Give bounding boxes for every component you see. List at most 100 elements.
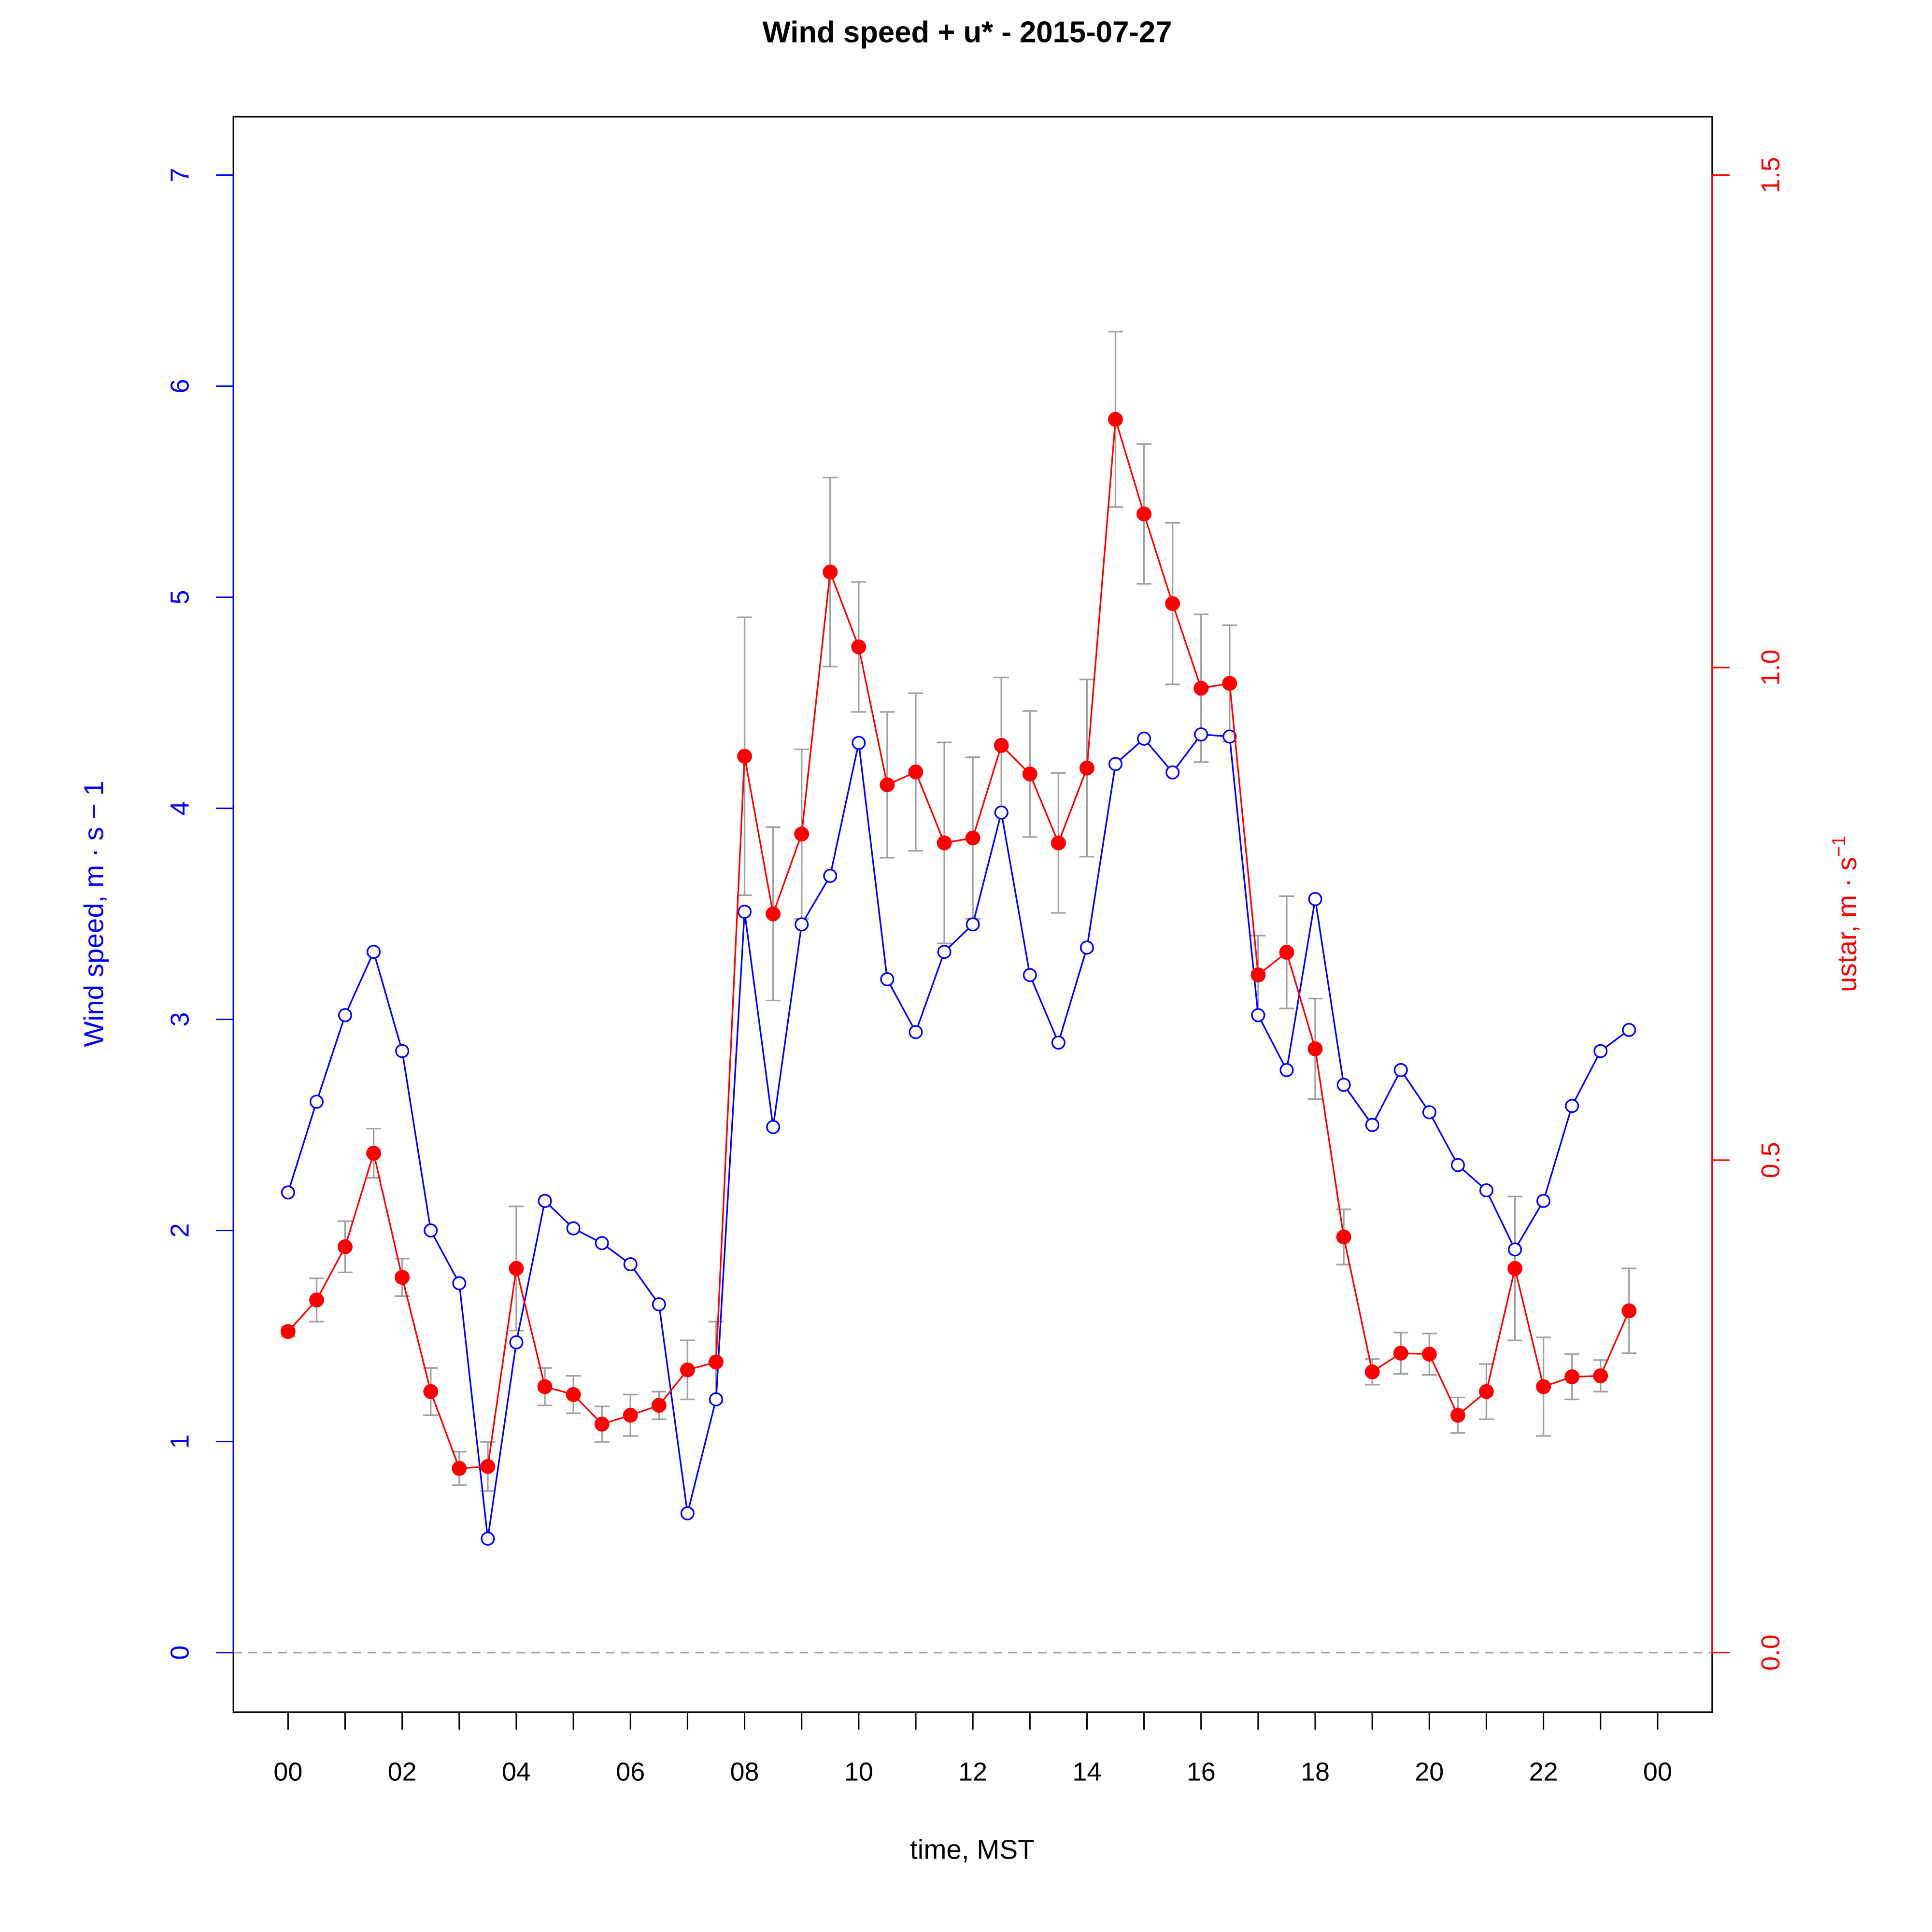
wind-speed-point — [1365, 1118, 1379, 1132]
x-tick-label: 20 — [1415, 1757, 1444, 1786]
wind-speed-point — [994, 805, 1009, 820]
wind-speed-point — [1450, 1158, 1465, 1172]
x-tick-label: 10 — [844, 1757, 873, 1786]
y-axis-label-right: ustar, m · s−1 — [1829, 836, 1862, 992]
x-tick-label: 02 — [388, 1757, 417, 1786]
ustar-point — [452, 1461, 467, 1476]
ustar-point — [1022, 767, 1037, 781]
wind-speed-point — [623, 1257, 638, 1272]
wind-speed-point — [452, 1276, 467, 1291]
y-right-tick-label: 1.5 — [1756, 157, 1785, 193]
ustar-point — [1222, 676, 1237, 691]
wind-speed-point — [338, 1008, 353, 1023]
wind-speed-point — [1622, 1023, 1636, 1037]
wind-speed-point — [481, 1532, 495, 1546]
ustar-point — [1621, 1303, 1637, 1319]
ustar-point — [1136, 506, 1151, 522]
y-axis-label-right-text: ustar, m · s — [1832, 857, 1862, 992]
wind-speed-point — [1279, 1063, 1294, 1077]
ustar-point — [880, 777, 895, 793]
ustar-point — [766, 906, 781, 922]
ustar-point — [823, 564, 838, 580]
ustar-point — [1564, 1369, 1580, 1384]
wind-speed-point — [1165, 765, 1180, 780]
ustar-point — [1080, 760, 1094, 776]
ustar-point — [1051, 835, 1066, 851]
wind-speed-point — [738, 905, 752, 919]
y-axis-label-left: Wind speed, m · s − 1 — [78, 781, 109, 1047]
x-tick-label: 06 — [616, 1757, 645, 1786]
ustar-point — [395, 1270, 410, 1285]
ustar-point — [1507, 1261, 1522, 1276]
wind-speed-point — [509, 1335, 524, 1350]
wind-speed-point — [395, 1044, 410, 1058]
x-tick-label: 14 — [1072, 1757, 1101, 1786]
ustar-point — [908, 764, 923, 780]
y-left-tick-label: 0 — [166, 1646, 195, 1660]
wind-speed-point — [909, 1025, 923, 1039]
y-right-tick-label: 0.0 — [1756, 1634, 1785, 1671]
ustar-point — [338, 1239, 353, 1254]
wind-speed-point — [1393, 1063, 1408, 1077]
x-tick-label: 16 — [1187, 1757, 1216, 1786]
ustar-point — [366, 1146, 382, 1161]
wind-speed-point — [795, 917, 809, 932]
wind-speed-point — [1336, 1078, 1351, 1092]
x-tick-label: 04 — [502, 1757, 531, 1786]
ustar-point — [1450, 1407, 1465, 1423]
ustar-point — [965, 830, 980, 846]
ustar-point — [1193, 681, 1209, 696]
ustar-point — [309, 1293, 324, 1307]
ustar-point — [1108, 412, 1123, 427]
ustar-point — [509, 1261, 524, 1276]
wind-speed-point — [1565, 1099, 1579, 1113]
wind-speed-point — [1051, 1036, 1065, 1050]
wind-speed-point — [937, 945, 952, 959]
ustar-point — [1536, 1379, 1551, 1394]
ustar-point — [1421, 1347, 1437, 1362]
ustar-point — [423, 1384, 439, 1399]
chart-title: Wind speed + u* - 2015-07-27 — [763, 15, 1172, 49]
wind-speed-point — [680, 1506, 695, 1520]
ustar-point — [594, 1417, 610, 1432]
y-left-tick-label: 4 — [166, 801, 195, 816]
ustar-point — [709, 1354, 724, 1370]
y-left-tick-label: 6 — [166, 379, 195, 393]
y-left-tick-label: 5 — [166, 590, 195, 604]
wind-speed-point — [852, 736, 866, 750]
wind-speed-point — [1194, 727, 1208, 742]
wind-speed-point — [709, 1392, 724, 1406]
ustar-point — [1593, 1368, 1608, 1383]
x-tick-label: 22 — [1529, 1757, 1558, 1786]
wind-speed-point — [1023, 968, 1037, 982]
wind-speed-point — [367, 945, 381, 959]
y-left-tick-label: 7 — [166, 168, 195, 182]
ustar-point — [1479, 1384, 1494, 1399]
wind-speed-point — [1593, 1044, 1608, 1058]
wind-speed-line — [287, 733, 1630, 1539]
ustar-point — [1393, 1346, 1408, 1361]
x-tick-label: 08 — [730, 1757, 759, 1786]
wind-speed-point — [309, 1094, 324, 1109]
wind-speed-point — [424, 1223, 438, 1238]
y-axis-label-right-sup: −1 — [1829, 836, 1849, 857]
ustar-line — [287, 419, 1630, 1469]
wind-speed-point — [566, 1221, 581, 1236]
ustar-point — [1307, 1041, 1323, 1056]
wind-speed-point — [1080, 940, 1094, 955]
wind-speed-point — [652, 1297, 666, 1312]
wind-speed-point — [1251, 1008, 1265, 1023]
ustar-point — [794, 826, 810, 842]
y-left-tick-label: 3 — [166, 1012, 195, 1027]
wind-speed-point — [966, 917, 980, 932]
ustar-point — [994, 738, 1009, 753]
x-axis-label: time, MST — [910, 1834, 1035, 1864]
ustar-point — [851, 639, 867, 654]
ustar-point — [651, 1398, 667, 1413]
x-tick-label: 00 — [273, 1757, 302, 1786]
wind-speed-point — [766, 1120, 781, 1134]
wind-speed-point — [1422, 1105, 1436, 1120]
x-tick-label: 12 — [958, 1757, 987, 1786]
ustar-point — [937, 835, 952, 851]
